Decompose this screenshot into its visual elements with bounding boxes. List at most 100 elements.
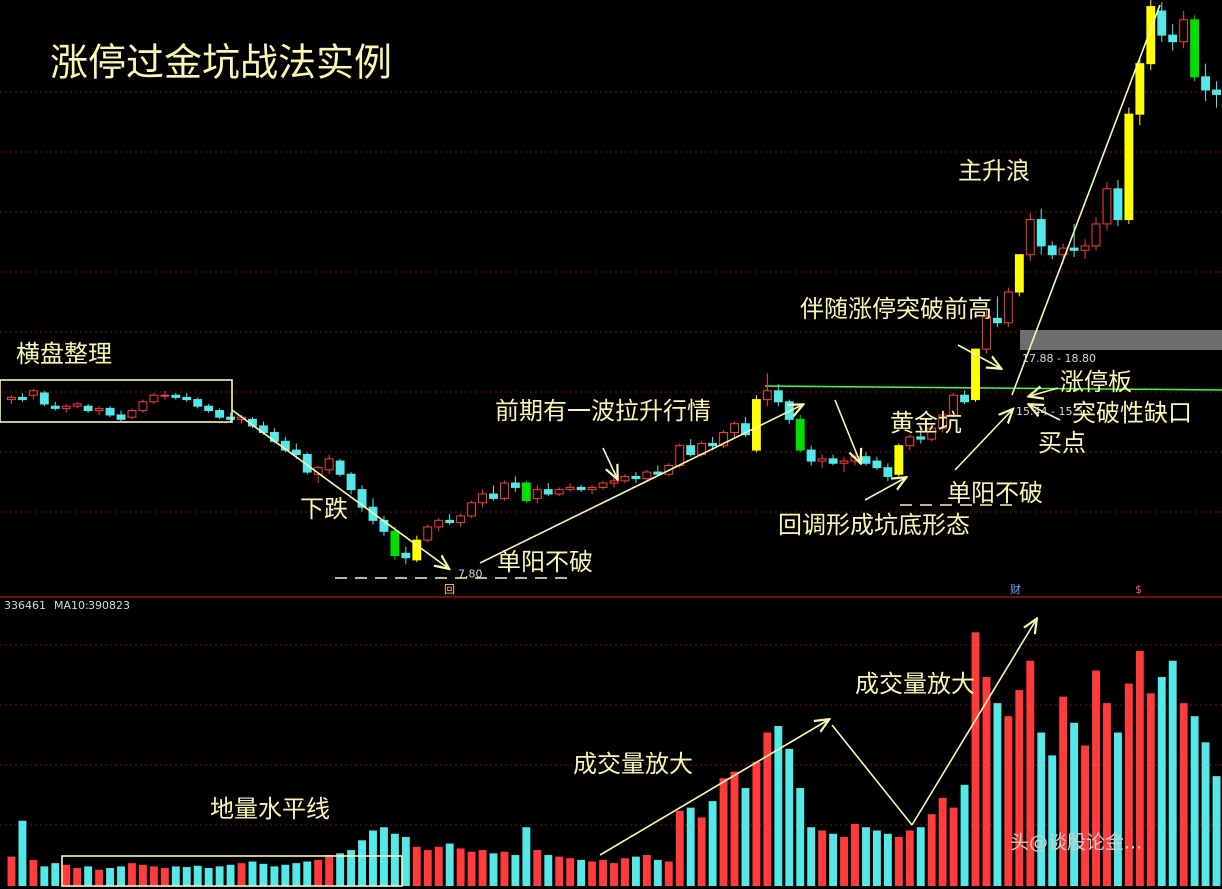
- candle-body: [631, 475, 641, 480]
- arrow: [954, 410, 1012, 471]
- candle-body: [357, 489, 367, 508]
- candle-body: [1146, 6, 1156, 65]
- candle-body: [390, 530, 400, 556]
- candle-body: [762, 390, 772, 401]
- volume-bar: [785, 748, 794, 886]
- candle-body: [1069, 247, 1079, 251]
- volume-bar: [467, 851, 476, 886]
- annotation: 成交量放大: [855, 670, 975, 698]
- arrow: [911, 620, 1036, 826]
- volume-bar: [588, 861, 597, 886]
- volume-bar: [653, 859, 662, 886]
- annotation-shapes: [0, 4, 1161, 887]
- candle-body: [346, 473, 356, 491]
- volume-bar: [522, 827, 531, 886]
- volume-bar: [347, 850, 356, 886]
- annotation: 黄金坑: [890, 409, 962, 437]
- volume-bar: [1168, 660, 1177, 886]
- volume-bar: [1015, 690, 1024, 886]
- annotation: 单阳不破: [497, 548, 593, 576]
- volume-bar: [95, 869, 104, 886]
- candle-body: [1168, 34, 1178, 43]
- volume-bar: [358, 840, 366, 886]
- candle-body: [992, 317, 1002, 324]
- volume-bar: [1092, 670, 1100, 886]
- volume-bar: [51, 863, 60, 886]
- candle-body: [543, 489, 553, 495]
- icon: 回: [444, 583, 455, 596]
- volume-bar: [599, 859, 607, 886]
- volume-bar: [292, 863, 301, 886]
- candle-body: [291, 449, 301, 455]
- candle-body: [61, 405, 71, 409]
- volume-bar: [730, 771, 739, 886]
- volume-bar: [938, 797, 947, 886]
- volume-bar: [741, 788, 750, 886]
- candle-body: [949, 394, 959, 416]
- candle-body: [927, 427, 937, 440]
- candle-body: [828, 458, 838, 464]
- candle-body: [105, 407, 115, 416]
- volume-bar: [1124, 683, 1133, 886]
- volume-bar: [1081, 745, 1090, 886]
- volume-bar: [259, 863, 268, 886]
- volume-bar: [117, 866, 125, 886]
- candle-body: [686, 445, 696, 455]
- candle-body: [204, 405, 214, 412]
- marks: [7, 0, 1221, 886]
- arrow: [834, 399, 860, 462]
- candle-body: [872, 460, 882, 469]
- candle-body: [456, 515, 466, 524]
- candle-body: [532, 489, 542, 499]
- candle-body: [215, 410, 225, 418]
- candle-body: [434, 519, 444, 528]
- volume-bar: [248, 861, 257, 886]
- volume-bar: [872, 830, 881, 886]
- volume-bar: [456, 848, 465, 886]
- volume-bar: [1026, 660, 1035, 886]
- volume-bar: [204, 868, 213, 886]
- candle-body: [565, 486, 575, 491]
- volume-bar: [182, 867, 191, 886]
- candle-body: [1025, 219, 1035, 256]
- candle-body: [28, 390, 38, 396]
- volume-bar: [62, 864, 71, 886]
- annotation: 前期有一波拉升行情: [495, 397, 711, 425]
- volume-bar: [500, 851, 509, 886]
- candle-body: [1014, 254, 1024, 293]
- volume-bar: [1190, 716, 1199, 886]
- volume-bar: [7, 856, 16, 886]
- candle-body: [467, 502, 477, 517]
- volume-bar: [128, 863, 136, 886]
- volume-bar: [369, 830, 377, 886]
- arrow: [479, 405, 802, 564]
- arrow: [864, 478, 905, 501]
- volume-bar: [862, 827, 870, 886]
- candle-body: [587, 486, 597, 491]
- volume-bar: [774, 726, 783, 886]
- candle-body: [938, 414, 948, 429]
- arrow: [957, 344, 1000, 368]
- volume-bar: [171, 866, 180, 886]
- volume-bar: [1004, 716, 1013, 886]
- candle-body: [94, 407, 104, 412]
- volume-bar: [18, 820, 27, 886]
- candle-body: [478, 493, 487, 504]
- volume-bar: [697, 817, 706, 886]
- volume-bar: [993, 703, 1002, 886]
- candle-body: [905, 436, 915, 447]
- volume-bar: [916, 827, 925, 886]
- candle-body: [1212, 89, 1221, 95]
- volume-bar: [840, 837, 848, 886]
- candle-body: [730, 423, 739, 434]
- volume-bar: [631, 856, 640, 886]
- volume-bar: [1201, 742, 1210, 886]
- range-label: 17.88 - 18.80: [1022, 352, 1096, 365]
- candle-body: [116, 414, 126, 420]
- candle-body: [1091, 223, 1101, 247]
- candle-body: [971, 348, 980, 401]
- volume-bar: [138, 864, 147, 886]
- candle-body: [521, 482, 531, 502]
- volume-bar: [160, 868, 169, 886]
